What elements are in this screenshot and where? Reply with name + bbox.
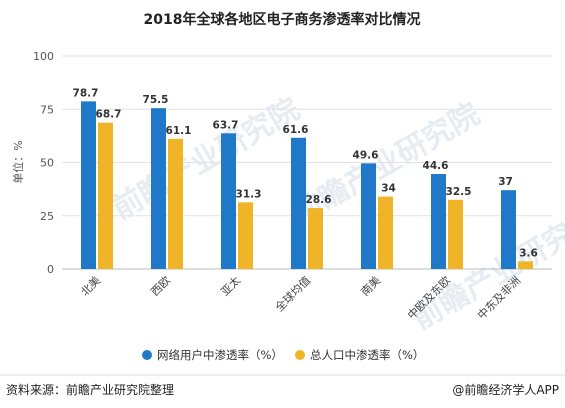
y-tick-label: 50 <box>40 157 54 170</box>
y-tick-label: 100 <box>33 50 54 63</box>
data-label: 37 <box>498 176 513 188</box>
legend-label-series-2: 总人口中渗透率（%） <box>310 348 424 362</box>
data-label: 3.6 <box>519 247 538 259</box>
bar-series-1 <box>431 174 446 269</box>
data-label: 63.7 <box>213 119 239 131</box>
bar-series-1 <box>151 108 166 269</box>
data-label: 61.6 <box>283 124 309 136</box>
data-label: 31.3 <box>236 188 262 200</box>
data-label: 78.7 <box>73 87 99 99</box>
source-text: 资料来源：前瞻产业研究院整理 <box>6 382 174 397</box>
data-label: 28.6 <box>306 194 332 206</box>
bar-series-1 <box>81 101 96 269</box>
data-labels: 78.7 68.7 75.5 61.1 63.7 31.3 61.6 28.6 49.6 34 44… <box>73 87 538 259</box>
data-label: 75.5 <box>143 94 169 106</box>
data-label: 68.7 <box>96 109 122 121</box>
data-label: 44.6 <box>423 160 449 172</box>
legend-label-series-1: 网络用户中渗透率（%） <box>157 348 283 362</box>
bar-series-1 <box>291 137 306 269</box>
brand-text: @前瞻经济学人APP <box>452 382 559 397</box>
y-axis-label: 单位：% <box>11 140 25 183</box>
y-tick-label: 0 <box>47 263 54 276</box>
data-label: 34 <box>381 183 396 195</box>
category-label: 西欧 <box>148 274 173 299</box>
data-label: 32.5 <box>446 186 472 198</box>
y-tick-labels: 0 25 50 75 100 <box>33 50 54 276</box>
category-label: 南美 <box>358 274 383 299</box>
y-grid <box>62 55 552 270</box>
data-label: 61.1 <box>166 125 192 137</box>
bar-series-1 <box>501 190 516 269</box>
category-label: 亚太 <box>218 274 243 299</box>
bar-series-1 <box>361 163 376 269</box>
category-label: 全球均值 <box>272 273 313 314</box>
bar-series-2 <box>448 199 463 269</box>
legend-swatch-series-1 <box>142 350 152 360</box>
bar-series-2 <box>168 138 183 269</box>
chart-title: 2018年全球各地区电子商务渗透率对比情况 <box>144 11 421 28</box>
data-label: 49.6 <box>353 149 379 161</box>
category-label: 北美 <box>78 274 103 299</box>
watermark-1: 前瞻产业研究院 <box>107 92 306 227</box>
bar-series-2 <box>238 202 253 269</box>
y-tick-label: 25 <box>40 210 54 223</box>
bar-series-2 <box>98 122 113 269</box>
bars <box>81 101 533 269</box>
bar-series-2 <box>518 261 533 269</box>
y-tick-label: 75 <box>40 103 54 116</box>
bar-series-1 <box>221 133 236 269</box>
bar-series-2 <box>308 208 323 269</box>
legend: 网络用户中渗透率（%） 总人口中渗透率（%） <box>142 348 424 362</box>
bar-series-2 <box>378 196 393 269</box>
legend-swatch-series-2 <box>295 350 305 360</box>
